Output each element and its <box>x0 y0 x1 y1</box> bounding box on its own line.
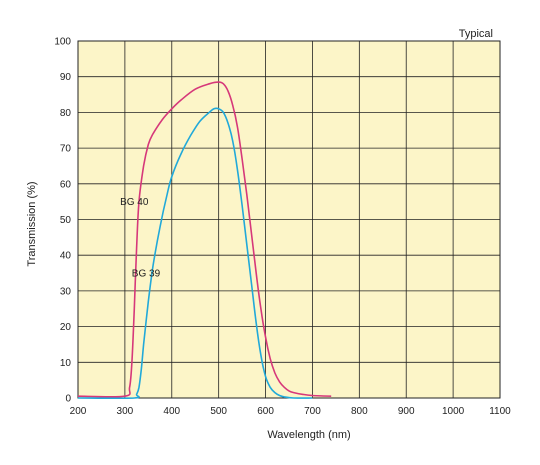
y-tick-label-10: 10 <box>60 358 72 369</box>
y-tick-label-50: 50 <box>60 215 72 226</box>
x-tick-label-800: 800 <box>351 406 368 417</box>
series-line-bg-40 <box>77 81 332 398</box>
x-tick-label-1000: 1000 <box>442 406 465 417</box>
x-tick-label-700: 700 <box>304 406 321 417</box>
chart-annotation: Typical <box>459 28 493 40</box>
y-tick-label-60: 60 <box>60 179 72 190</box>
x-tick-label-200: 200 <box>70 406 87 417</box>
x-tick-label-1100: 1100 <box>489 406 511 417</box>
x-tick-label-400: 400 <box>163 406 180 417</box>
y-tick-label-30: 30 <box>60 286 72 297</box>
x-tick-label-600: 600 <box>257 406 274 417</box>
x-tick-label-500: 500 <box>210 406 227 417</box>
series-line-bg-39 <box>77 107 313 400</box>
y-tick-labels: 0 10 20 30 40 50 60 70 80 90 100 <box>54 37 71 405</box>
series-label-bg-39: BG 39 <box>132 269 161 280</box>
x-tick-label-900: 900 <box>398 406 415 417</box>
x-tick-label-300: 300 <box>117 406 134 417</box>
y-tick-label-80: 80 <box>60 108 72 119</box>
y-tick-label-0: 0 <box>65 394 71 405</box>
y-tick-label-100: 100 <box>54 37 71 48</box>
y-tick-label-70: 70 <box>60 144 72 155</box>
series-lines <box>77 81 332 400</box>
x-tick-labels: 200 300 400 500 600 700 800 900 1000 1100 <box>70 406 512 417</box>
y-tick-label-40: 40 <box>60 251 72 262</box>
x-axis-title: Wavelength (nm) <box>267 429 350 441</box>
series-labels: BG 40 BG 39 <box>120 197 161 279</box>
y-tick-label-90: 90 <box>60 72 72 83</box>
y-tick-label-20: 20 <box>60 322 72 333</box>
series-label-bg-40: BG 40 <box>120 197 149 208</box>
y-axis-title: Transmission (%) <box>26 181 38 266</box>
